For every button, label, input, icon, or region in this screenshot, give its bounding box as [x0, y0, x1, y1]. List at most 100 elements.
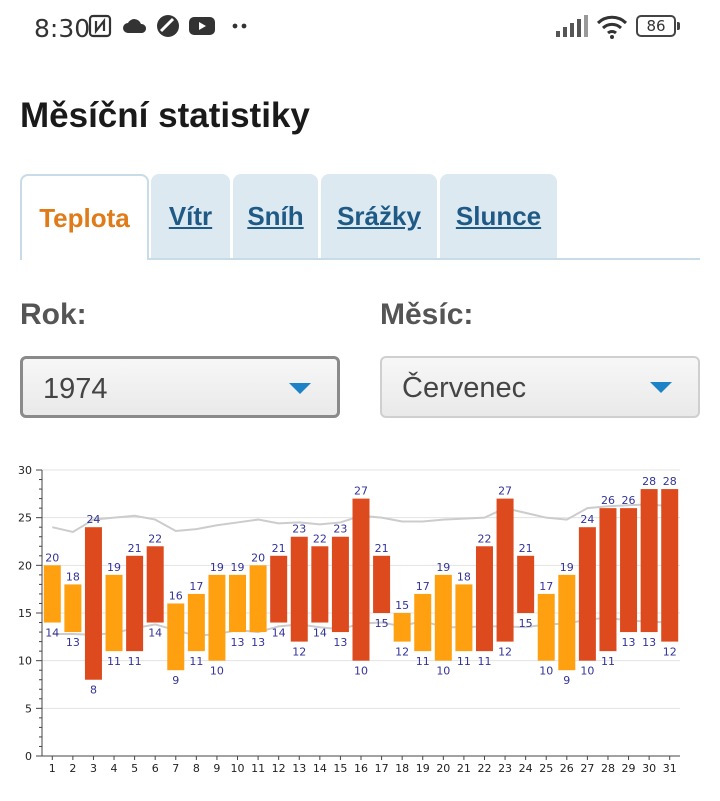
- temperature-bar: [167, 603, 185, 671]
- max-value-label: 28: [663, 475, 677, 488]
- max-value-label: 28: [642, 475, 656, 488]
- max-value-label: 19: [231, 561, 245, 574]
- temperature-bar: [496, 498, 514, 642]
- y-tick-label: 10: [18, 655, 32, 668]
- temperature-bar: [270, 555, 288, 623]
- tab-vitr[interactable]: Vítr: [151, 174, 230, 258]
- min-value-label: 14: [313, 627, 327, 640]
- x-tick-label: 1: [49, 762, 56, 775]
- min-value-label: 11: [128, 655, 142, 668]
- min-value-label: 14: [272, 627, 286, 640]
- max-value-label: 21: [519, 542, 533, 555]
- max-value-label: 19: [560, 561, 574, 574]
- tab-srazky[interactable]: Srážky: [321, 174, 437, 258]
- temperature-bar: [661, 489, 679, 642]
- max-value-label: 18: [457, 570, 471, 583]
- min-value-label: 13: [231, 636, 245, 649]
- chart-bars: [43, 489, 679, 680]
- temperature-bar: [620, 508, 638, 633]
- temperature-bar: [599, 508, 617, 652]
- min-value-label: 12: [498, 646, 512, 659]
- x-tick-label: 16: [354, 762, 368, 775]
- x-tick-label: 8: [193, 762, 200, 775]
- temperature-bar: [558, 574, 576, 671]
- chevron-down-icon: [289, 383, 311, 394]
- page-title: Měsíční statistiky: [20, 96, 310, 135]
- y-tick-label: 20: [18, 559, 32, 572]
- max-value-label: 22: [313, 532, 327, 545]
- x-tick-label: 31: [663, 762, 677, 775]
- max-value-label: 19: [210, 561, 224, 574]
- x-tick-label: 26: [560, 762, 574, 775]
- x-tick-label: 21: [457, 762, 471, 775]
- temperature-bar: [249, 565, 267, 633]
- max-value-label: 16: [169, 589, 183, 602]
- x-tick-label: 17: [375, 762, 389, 775]
- max-value-label: 22: [477, 532, 491, 545]
- temperature-bar: [578, 527, 596, 661]
- x-tick-label: 23: [498, 762, 512, 775]
- x-tick-label: 9: [213, 762, 220, 775]
- temperature-bar: [640, 489, 658, 633]
- temperature-bar: [475, 546, 493, 652]
- x-tick-label: 18: [395, 762, 409, 775]
- temperature-bar: [517, 555, 535, 613]
- year-select[interactable]: 1974: [20, 356, 340, 418]
- month-label: Měsíc:: [380, 298, 474, 331]
- cloud-icon: [123, 19, 147, 33]
- chart-data-labels: 20 14 18 13 24 8 19 11 21 11 22 14 16 9 17 11 19 10 19 13 20…: [45, 475, 676, 697]
- min-value-label: 13: [622, 636, 636, 649]
- min-value-label: 12: [663, 646, 677, 659]
- min-value-label: 12: [395, 646, 409, 659]
- max-value-label: 21: [375, 542, 389, 555]
- max-value-label: 23: [333, 523, 347, 536]
- temperature-bar: [455, 584, 473, 652]
- tab-snih[interactable]: Sníh: [233, 174, 318, 258]
- min-value-label: 10: [210, 665, 224, 678]
- max-value-label: 19: [436, 561, 450, 574]
- temperature-bar: [537, 593, 555, 661]
- max-value-label: 15: [395, 599, 409, 612]
- no-entry-icon: [157, 15, 179, 37]
- y-tick-label: 15: [18, 607, 32, 620]
- tab-divider: [20, 258, 700, 260]
- y-tick-label: 5: [25, 702, 32, 715]
- x-tick-label: 29: [622, 762, 636, 775]
- temperature-bar: [311, 546, 329, 623]
- min-value-label: 11: [416, 655, 430, 668]
- status-time: 8:30: [34, 14, 91, 43]
- temperature-bar: [373, 555, 391, 613]
- min-value-label: 11: [457, 655, 471, 668]
- x-tick-label: 11: [251, 762, 265, 775]
- temperature-bar: [393, 613, 411, 642]
- x-tick-label: 2: [69, 762, 76, 775]
- min-value-label: 14: [45, 627, 59, 640]
- tab-slunce[interactable]: Slunce: [440, 174, 557, 258]
- temperature-bar: [229, 574, 247, 633]
- x-tick-label: 25: [539, 762, 553, 775]
- temperature-bar: [352, 498, 370, 661]
- min-value-label: 15: [519, 617, 533, 630]
- year-select-value: 1974: [43, 373, 108, 405]
- max-value-label: 21: [272, 542, 286, 555]
- battery-icon: 86: [636, 15, 676, 37]
- more-dots-icon: [232, 23, 247, 29]
- wifi-icon: [596, 15, 628, 39]
- min-value-label: 15: [375, 617, 389, 630]
- status-bar: 8:30 86: [0, 0, 720, 56]
- max-value-label: 20: [45, 551, 59, 564]
- temperature-bar: [43, 565, 61, 623]
- max-value-label: 24: [86, 513, 100, 526]
- max-value-label: 17: [416, 580, 430, 593]
- x-tick-label: 5: [131, 762, 138, 775]
- min-value-label: 11: [477, 655, 491, 668]
- y-tick-label: 30: [18, 464, 32, 477]
- month-select[interactable]: Červenec: [380, 356, 700, 418]
- min-value-label: 10: [354, 665, 368, 678]
- min-value-label: 9: [172, 674, 179, 687]
- x-tick-label: 14: [313, 762, 327, 775]
- signal-icon: [556, 15, 588, 37]
- temperature-bar: [187, 593, 205, 652]
- tab-teplota[interactable]: Teplota: [20, 174, 149, 260]
